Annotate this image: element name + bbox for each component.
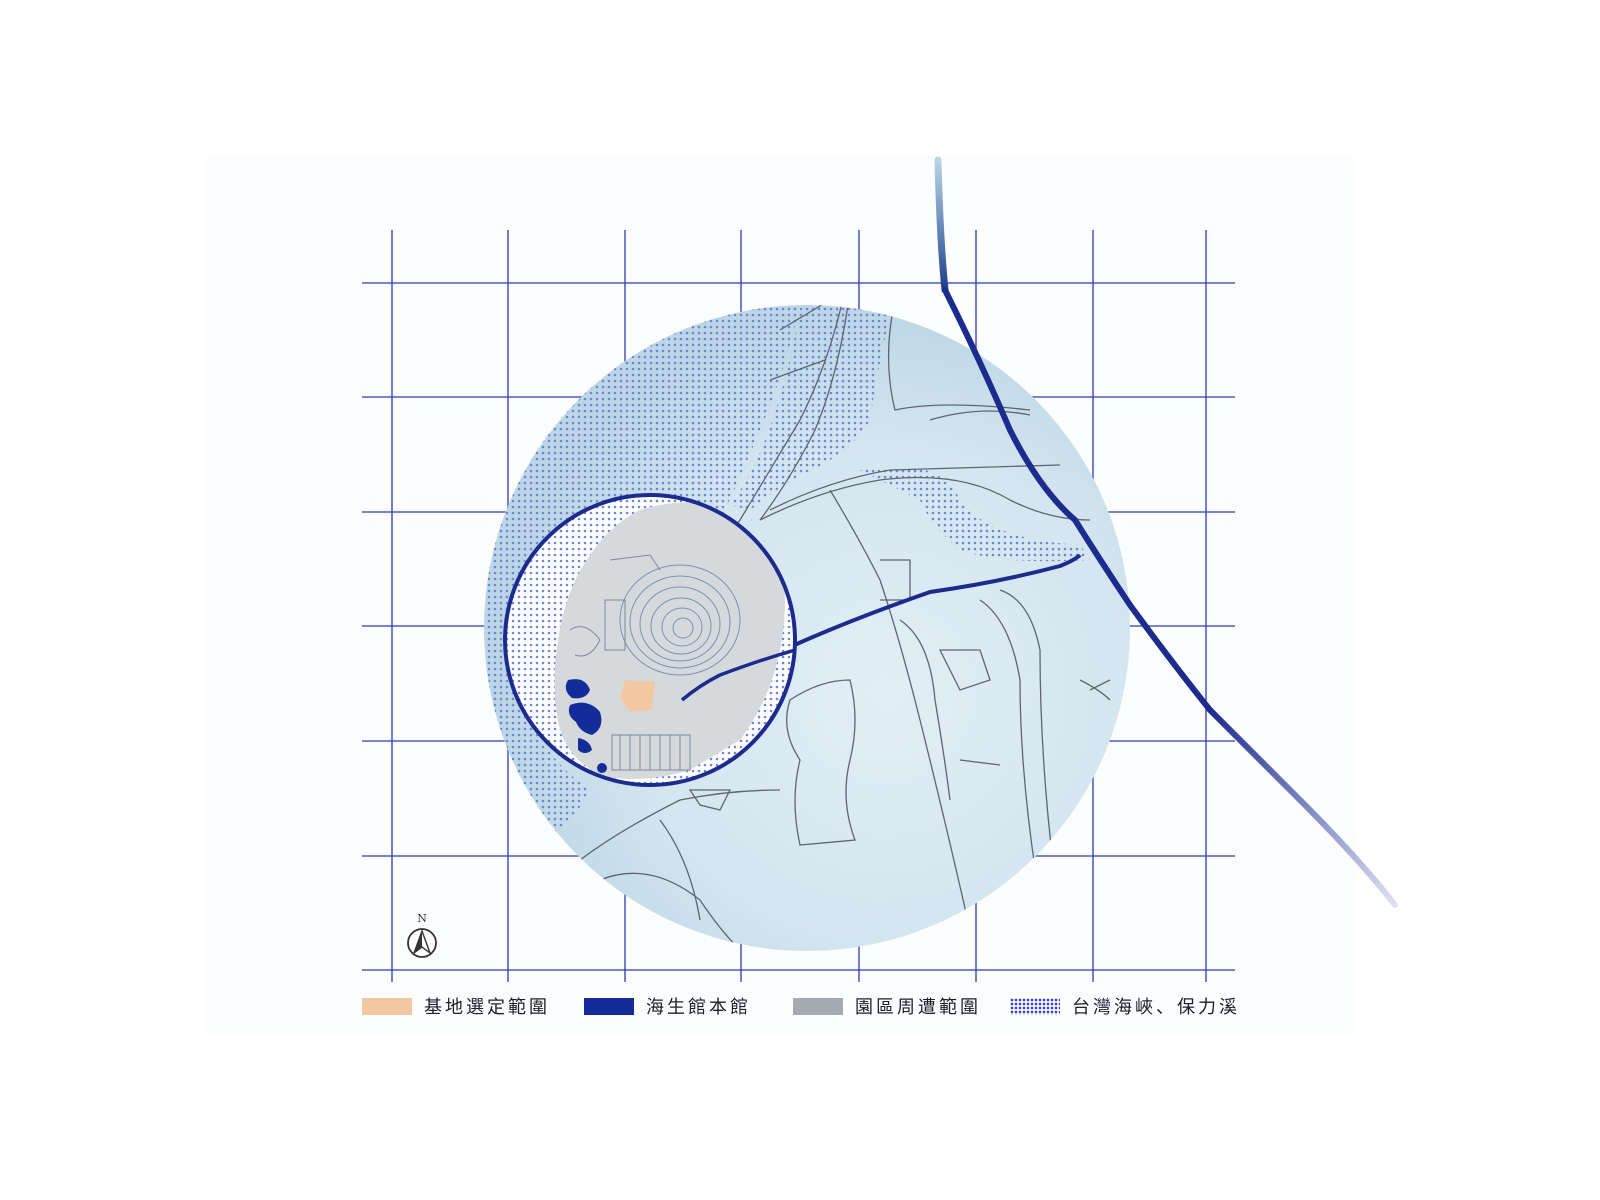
legend-label-park: 園區周遭範圍 <box>855 997 981 1018</box>
inland-road <box>789 553 1082 649</box>
legend-label-water: 台灣海峽、保力溪 <box>1072 997 1240 1018</box>
legend-site: 基地選定範圍 <box>362 994 550 1018</box>
highway-upper <box>934 156 949 294</box>
north-arrow-icon: N <box>407 912 437 958</box>
museum-buildings <box>565 679 607 773</box>
site-structures <box>569 554 691 771</box>
highway-lower <box>1207 707 1398 908</box>
legend-park: 園區周遭範圍 <box>793 994 981 1018</box>
legend-water: 台灣海峽、保力溪 <box>1010 994 1240 1018</box>
site-detail-circle <box>503 493 797 787</box>
legend-label-museum: 海生館本館 <box>646 997 751 1018</box>
legend-museum: 海生館本館 <box>584 994 751 1018</box>
legend-swatch-water <box>1010 997 1060 1015</box>
site-access-road <box>680 648 795 702</box>
site-selection-area <box>620 680 655 712</box>
river-water <box>730 305 900 510</box>
minor-roads <box>579 305 1111 951</box>
highway-main <box>942 287 1213 713</box>
river-mouth-water <box>860 466 1090 562</box>
park-area <box>554 502 785 779</box>
legend-swatch-museum <box>584 997 634 1015</box>
legend-label-site: 基地選定範圍 <box>424 997 550 1018</box>
contour-lines <box>619 564 741 676</box>
legend-swatch-park <box>793 997 843 1015</box>
compass-letter: N <box>417 912 427 925</box>
legend-swatch-site <box>362 997 412 1015</box>
